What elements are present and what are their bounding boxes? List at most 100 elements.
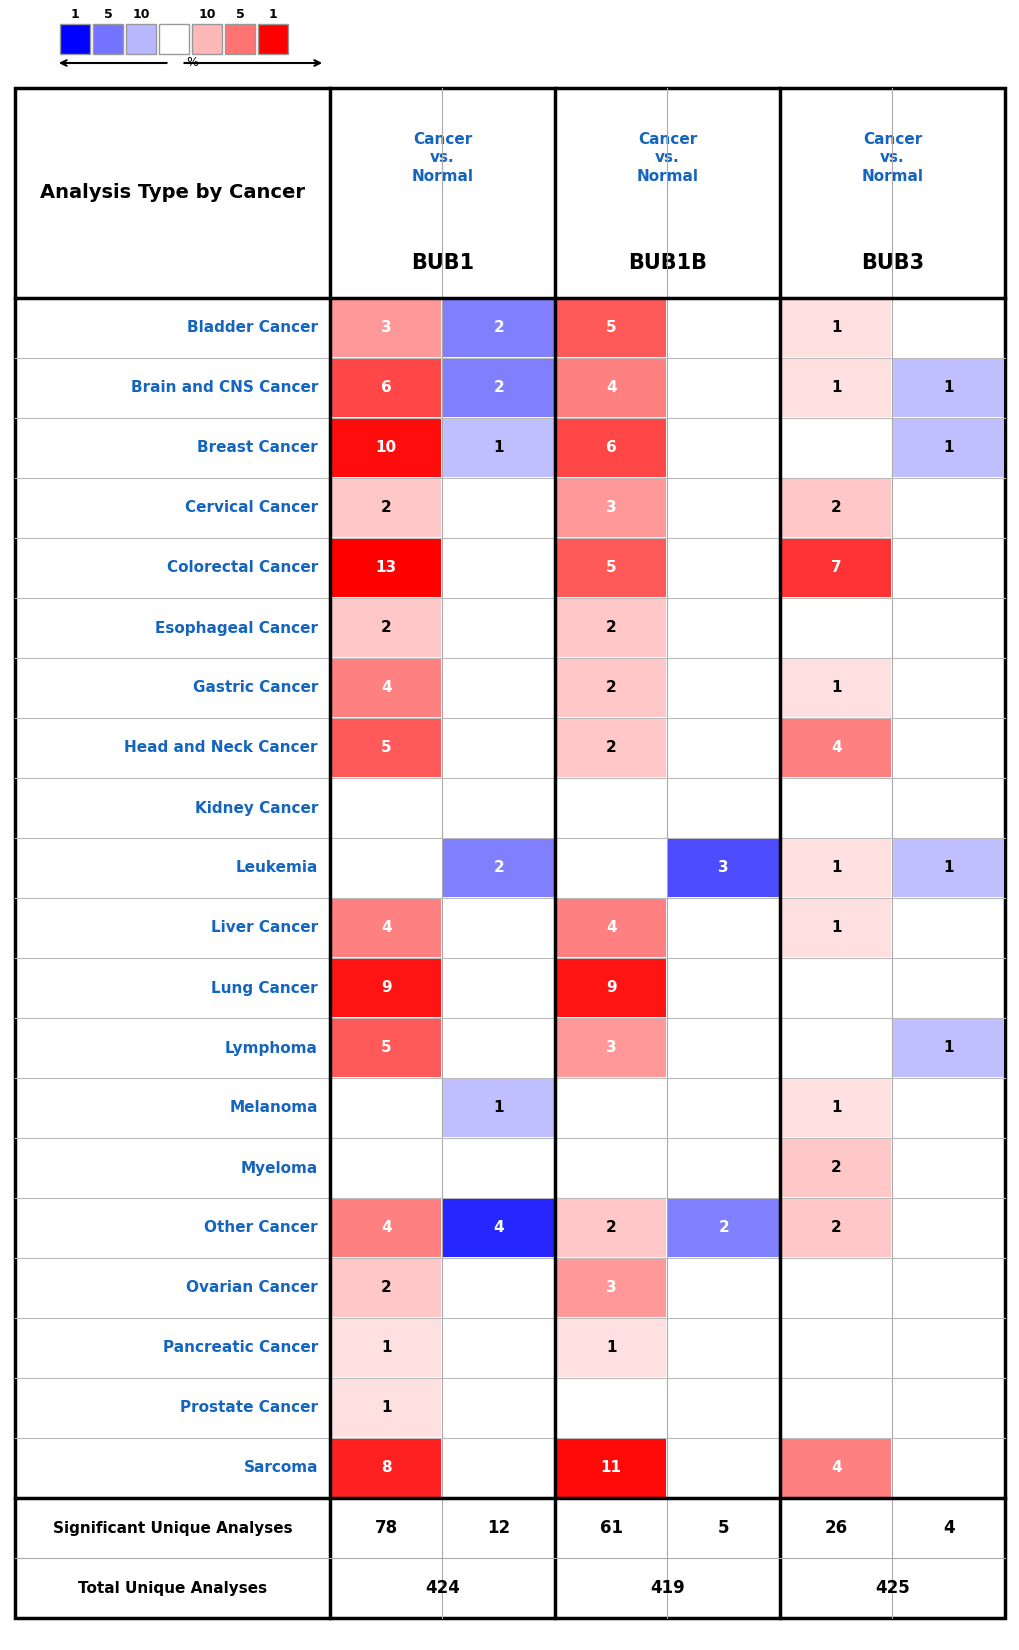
Text: 6: 6 bbox=[605, 441, 616, 455]
Bar bbox=[331, 899, 441, 957]
Text: Lung Cancer: Lung Cancer bbox=[211, 980, 318, 995]
Text: 5: 5 bbox=[235, 8, 245, 21]
Bar bbox=[443, 1079, 553, 1137]
Bar bbox=[781, 1079, 891, 1137]
Bar bbox=[781, 360, 891, 417]
Bar bbox=[443, 838, 553, 898]
Bar bbox=[159, 25, 189, 54]
Bar bbox=[781, 658, 891, 718]
Text: 9: 9 bbox=[380, 980, 391, 995]
Text: 2: 2 bbox=[830, 500, 841, 515]
Text: Brain and CNS Cancer: Brain and CNS Cancer bbox=[130, 381, 318, 396]
Bar bbox=[781, 1138, 891, 1196]
Text: 1: 1 bbox=[268, 8, 277, 21]
Bar bbox=[258, 25, 287, 54]
Bar bbox=[331, 299, 441, 356]
Text: 4: 4 bbox=[380, 921, 391, 936]
Bar bbox=[555, 599, 665, 657]
Text: 4: 4 bbox=[605, 381, 615, 396]
Text: Bladder Cancer: Bladder Cancer bbox=[186, 320, 318, 335]
Text: 2: 2 bbox=[380, 1280, 391, 1295]
Text: Cervical Cancer: Cervical Cancer bbox=[184, 500, 318, 515]
Bar bbox=[555, 1020, 665, 1077]
Bar bbox=[331, 419, 441, 477]
Text: Gastric Cancer: Gastric Cancer bbox=[193, 680, 318, 696]
Text: 1: 1 bbox=[943, 1041, 953, 1056]
Text: Total Unique Analyses: Total Unique Analyses bbox=[77, 1581, 267, 1596]
Text: 2: 2 bbox=[717, 1221, 729, 1236]
Text: Melanoma: Melanoma bbox=[229, 1101, 318, 1115]
Text: 2: 2 bbox=[605, 741, 616, 756]
Text: 1: 1 bbox=[830, 680, 841, 696]
Bar bbox=[443, 299, 553, 356]
Text: 11: 11 bbox=[600, 1460, 622, 1475]
Text: 2: 2 bbox=[605, 1221, 616, 1236]
Text: 1: 1 bbox=[943, 381, 953, 396]
Text: 5: 5 bbox=[104, 8, 112, 21]
Text: 1: 1 bbox=[943, 441, 953, 455]
Text: 10: 10 bbox=[375, 441, 396, 455]
Text: 2: 2 bbox=[830, 1221, 841, 1236]
Text: 7: 7 bbox=[830, 561, 841, 576]
Bar bbox=[893, 419, 1003, 477]
Bar bbox=[443, 419, 553, 477]
Text: Cancer
vs.
Normal: Cancer vs. Normal bbox=[636, 132, 698, 185]
Text: Cancer
vs.
Normal: Cancer vs. Normal bbox=[861, 132, 922, 185]
Bar bbox=[555, 1318, 665, 1378]
Bar bbox=[331, 1379, 441, 1437]
Bar bbox=[331, 1259, 441, 1317]
Bar bbox=[555, 719, 665, 777]
Text: 61: 61 bbox=[599, 1520, 623, 1538]
Bar bbox=[781, 299, 891, 356]
Bar bbox=[331, 1020, 441, 1077]
Bar bbox=[555, 1200, 665, 1257]
Text: Sarcoma: Sarcoma bbox=[244, 1460, 318, 1475]
Bar bbox=[555, 1439, 665, 1497]
Text: Pancreatic Cancer: Pancreatic Cancer bbox=[163, 1340, 318, 1356]
Text: Colorectal Cancer: Colorectal Cancer bbox=[166, 561, 318, 576]
Text: 5: 5 bbox=[717, 1520, 729, 1538]
Bar bbox=[555, 478, 665, 536]
Text: 1: 1 bbox=[493, 1101, 503, 1115]
Text: 2: 2 bbox=[493, 861, 503, 876]
Text: 2: 2 bbox=[493, 381, 503, 396]
Bar bbox=[192, 25, 222, 54]
Text: 5: 5 bbox=[605, 561, 615, 576]
Text: 4: 4 bbox=[830, 741, 841, 756]
Text: 78: 78 bbox=[374, 1520, 397, 1538]
Text: 2: 2 bbox=[830, 1160, 841, 1175]
Text: 4: 4 bbox=[380, 1221, 391, 1236]
Bar bbox=[60, 25, 90, 54]
Bar bbox=[126, 25, 156, 54]
Text: 2: 2 bbox=[605, 620, 616, 635]
Bar bbox=[781, 1200, 891, 1257]
Text: Esophageal Cancer: Esophageal Cancer bbox=[155, 620, 318, 635]
Text: 425: 425 bbox=[874, 1579, 909, 1597]
Text: 3: 3 bbox=[380, 320, 391, 335]
Text: 2: 2 bbox=[380, 500, 391, 515]
Bar bbox=[781, 1439, 891, 1497]
Bar bbox=[555, 360, 665, 417]
Bar bbox=[781, 899, 891, 957]
Text: BUB3: BUB3 bbox=[860, 252, 923, 272]
Text: 4: 4 bbox=[493, 1221, 503, 1236]
Text: 10: 10 bbox=[132, 8, 150, 21]
Text: 2: 2 bbox=[605, 680, 616, 696]
Text: Head and Neck Cancer: Head and Neck Cancer bbox=[124, 741, 318, 756]
Text: 1: 1 bbox=[381, 1340, 391, 1356]
Text: 1: 1 bbox=[830, 320, 841, 335]
Text: 3: 3 bbox=[605, 500, 615, 515]
Bar bbox=[555, 658, 665, 718]
Text: 9: 9 bbox=[605, 980, 615, 995]
Text: BUB1: BUB1 bbox=[411, 252, 474, 272]
Text: Prostate Cancer: Prostate Cancer bbox=[179, 1401, 318, 1416]
Bar bbox=[331, 658, 441, 718]
Bar bbox=[893, 360, 1003, 417]
Text: 1: 1 bbox=[493, 441, 503, 455]
Text: 5: 5 bbox=[380, 1041, 391, 1056]
Bar bbox=[781, 719, 891, 777]
Text: 1: 1 bbox=[70, 8, 79, 21]
Text: 2: 2 bbox=[380, 620, 391, 635]
Text: 1: 1 bbox=[830, 1101, 841, 1115]
Bar bbox=[93, 25, 123, 54]
